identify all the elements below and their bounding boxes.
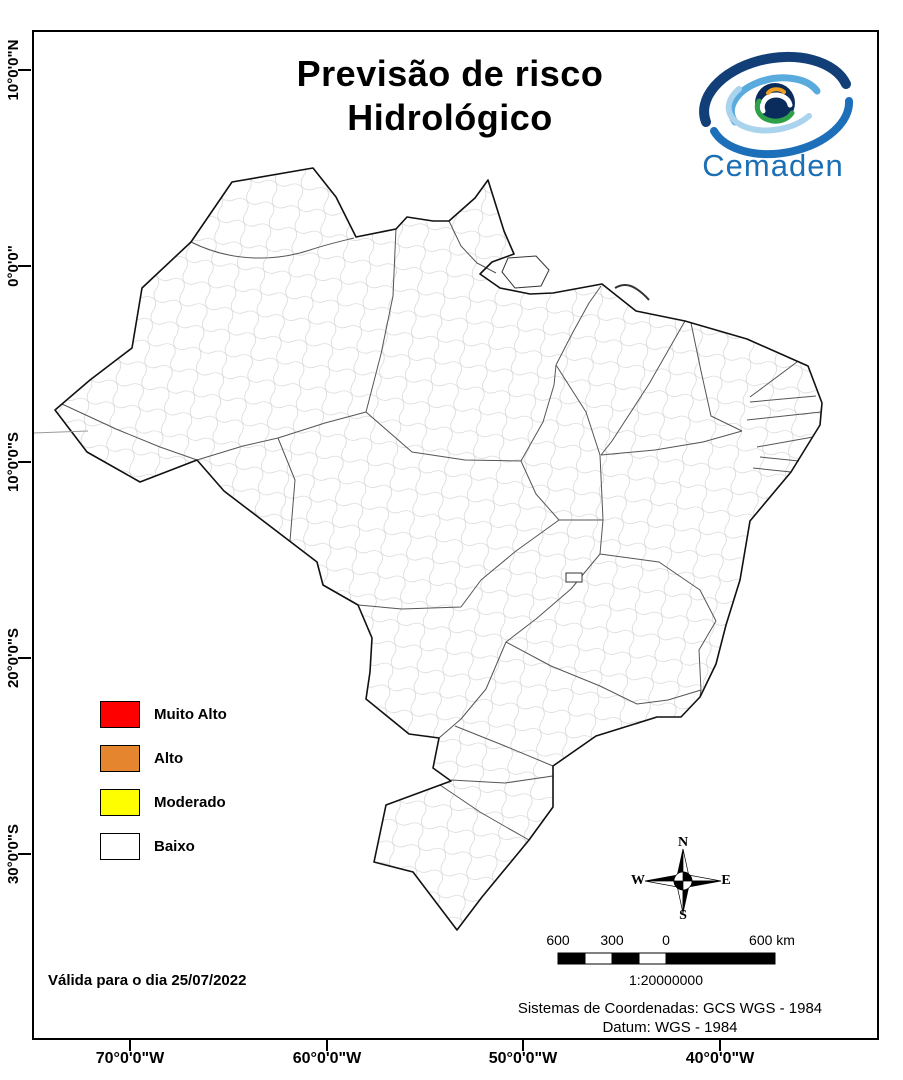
map-frame [32,30,879,1040]
scale-label-300: 300 [600,932,624,948]
map-title: Previsão de risco Hidrológico [180,52,720,140]
legend-item-baixo: Baixo [100,832,320,860]
scale-label-600-left: 600 [546,932,570,948]
scale-bar [557,952,776,965]
map-title-line2: Hidrológico [347,97,553,138]
crs-line1: Sistemas de Coordenadas: GCS WGS - 1984 [517,1000,823,1017]
cemaden-logo-icon [699,51,854,159]
legend-label-baixo: Baixo [154,837,195,855]
lat-label-10n: 10°0'0"N [5,39,22,101]
compass-e-label: E [721,873,731,888]
legend-swatch-moderado [100,788,140,816]
legend-swatch-muito-alto [100,700,140,728]
legend-item-alto: Alto [100,744,320,772]
lon-label-60w: 60°0'0"W [292,1050,362,1067]
compass-w-label: W [631,873,645,888]
validity-date-text: Válida para o dia 25/07/2022 [48,972,247,989]
compass-s-label: S [679,908,687,923]
cemaden-logo-text: Cemaden [702,148,844,183]
latitude-ticks [18,69,31,855]
state-borders [61,220,822,841]
scale-label-0: 0 [662,932,670,948]
lat-label-30s: 30°0'0"S [5,823,22,885]
longitude-ticks [129,1040,721,1051]
lat-label-0: 0°0'0" [5,245,22,287]
legend-label-muito-alto: Muito Alto [154,705,227,723]
lat-label-10s: 10°0'0"S [5,431,22,493]
crs-line2: Datum: WGS - 1984 [602,1019,738,1036]
legend-label-alto: Alto [154,749,184,767]
lon-label-50w: 50°0'0"W [488,1050,558,1067]
coastal-detail [614,284,650,301]
compass-rose-icon [644,848,722,914]
scale-ratio-text: 1:20000000 [629,972,703,988]
legend-swatch-baixo [100,832,140,860]
compass-n-label: N [677,835,689,850]
lon-label-40w: 40°0'0"W [685,1050,755,1067]
legend-swatch-alto [100,744,140,772]
risk-legend: Muito Alto Alto Moderado Baixo [100,700,320,876]
map-title-line1: Previsão de risco [296,53,604,94]
marajo-island-shape [501,255,550,289]
legend-label-moderado: Moderado [154,793,226,811]
scale-label-600-km: 600 km [749,932,795,948]
legend-item-moderado: Moderado [100,788,320,816]
west-border-fragment [32,430,89,434]
lon-label-70w: 70°0'0"W [95,1050,165,1067]
lat-label-20s: 20°0'0"S [5,627,22,689]
distrito-federal-shape [565,572,583,583]
legend-item-muito-alto: Muito Alto [100,700,320,728]
